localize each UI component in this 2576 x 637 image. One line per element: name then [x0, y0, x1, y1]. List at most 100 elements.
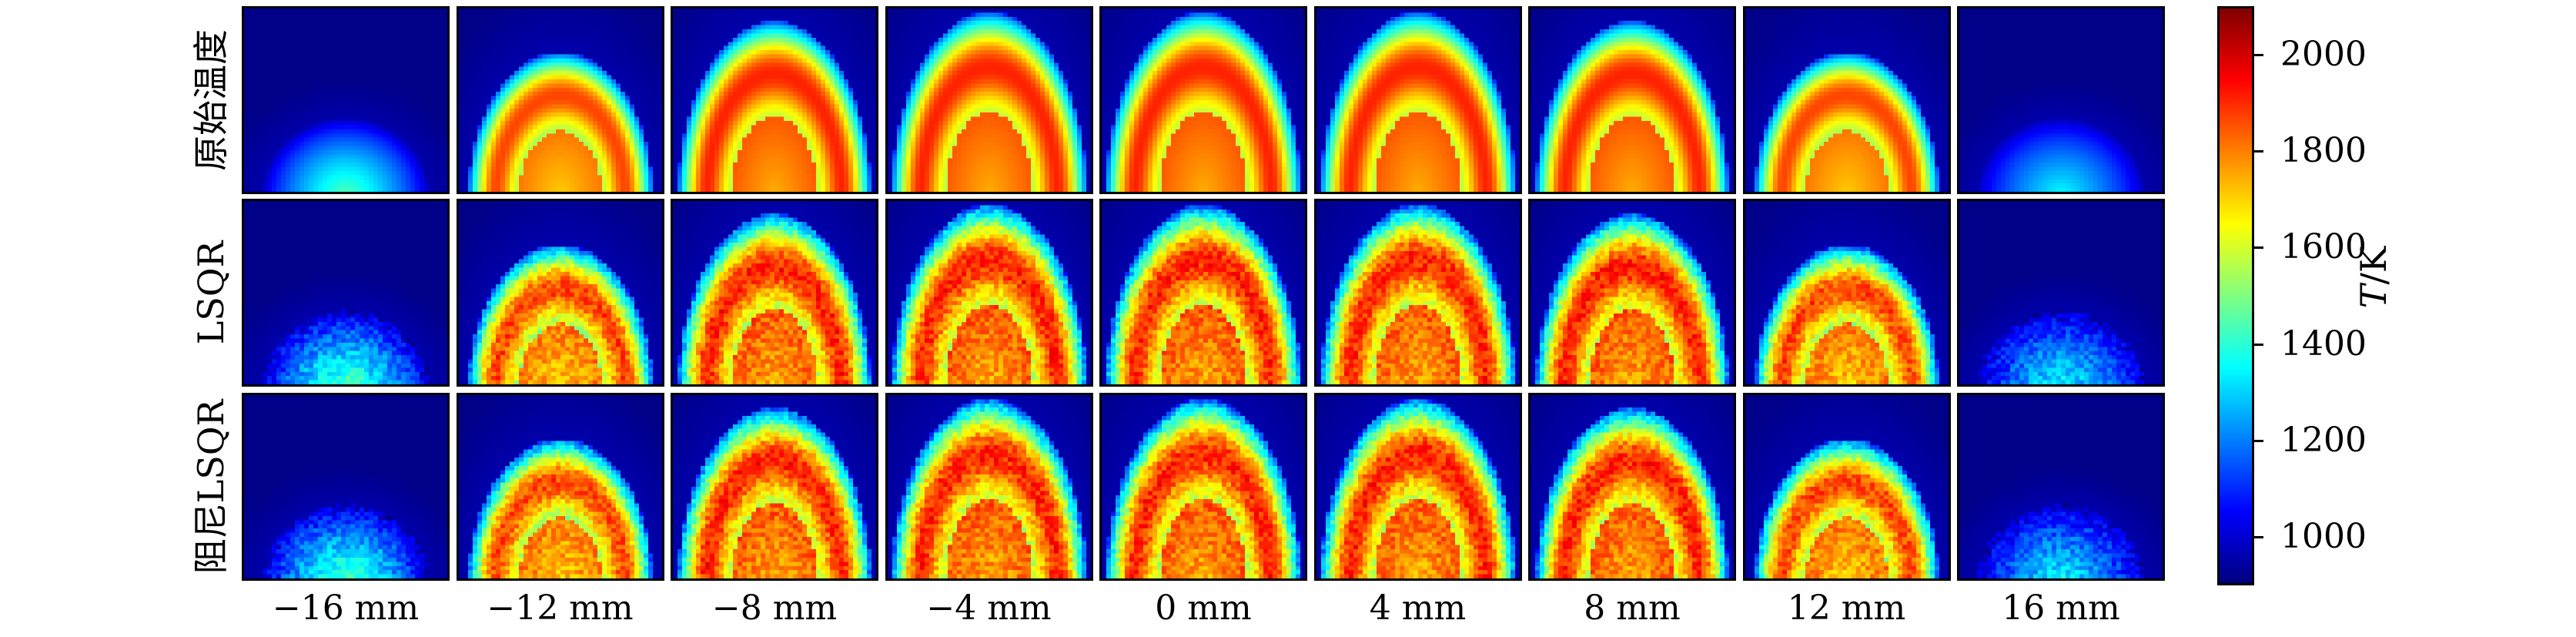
- heatmap-cell: [271, 146, 277, 151]
- heatmap-cell: [564, 96, 570, 101]
- heatmap-cell: [467, 96, 473, 101]
- heatmap-cell: [523, 170, 529, 176]
- heatmap-cell: [276, 104, 282, 109]
- heatmap-cell: [377, 121, 383, 126]
- heatmap-cell: [747, 37, 752, 42]
- heatmap-cell: [643, 166, 649, 172]
- heatmap-cell: [634, 121, 640, 126]
- heatmap-cell: [560, 25, 566, 30]
- heatmap-cell: [326, 29, 333, 35]
- heatmap-cell: [857, 71, 863, 76]
- heatmap-cell: [467, 37, 473, 42]
- heatmap-cell: [546, 25, 552, 30]
- heatmap-cell: [286, 187, 291, 192]
- heatmap-cell: [295, 87, 300, 92]
- heatmap-cell: [373, 183, 379, 189]
- heatmap-cell: [578, 62, 584, 68]
- heatmap-cell: [299, 29, 305, 35]
- heatmap-cell: [350, 163, 356, 168]
- heatmap-cell: [318, 58, 323, 63]
- heatmap-cell: [405, 100, 411, 105]
- heatmap-cell: [286, 116, 291, 122]
- heatmap-cell: [601, 116, 607, 122]
- heatmap-cell: [523, 25, 529, 30]
- heatmap-cell: [341, 12, 346, 18]
- heatmap-cell: [709, 112, 715, 118]
- heatmap-cell: [615, 121, 621, 126]
- heatmap-cell: [258, 25, 263, 30]
- heatmap-cell: [428, 12, 434, 18]
- heatmap-cell: [472, 112, 478, 118]
- heatmap-cell: [816, 79, 821, 84]
- heatmap-cell: [518, 163, 524, 168]
- heatmap-cell: [373, 96, 379, 101]
- heatmap-cell: [747, 100, 752, 105]
- heatmap-cell: [495, 29, 501, 35]
- heatmap-cell: [396, 158, 402, 163]
- heatmap-cell: [578, 54, 584, 59]
- heatmap-cell: [377, 87, 383, 92]
- heatmap-cell: [523, 116, 529, 122]
- heatmap-cell: [336, 83, 342, 89]
- heatmap-cell: [258, 129, 263, 134]
- heatmap-cell: [677, 108, 683, 113]
- heatmap-cell: [295, 154, 300, 159]
- heatmap-cell: [472, 54, 478, 59]
- heatmap-cell: [341, 154, 346, 159]
- heatmap-cell: [825, 37, 831, 42]
- heatmap-cell: [263, 12, 268, 18]
- heatmap-cell: [509, 12, 515, 18]
- heatmap-cell: [597, 163, 603, 168]
- heatmap-cell: [532, 83, 538, 89]
- heatmap-cell: [587, 170, 594, 176]
- heatmap-cell: [341, 37, 346, 42]
- heatmap-cell: [428, 158, 434, 163]
- heatmap-cell: [541, 179, 547, 184]
- heatmap-cell: [770, 79, 775, 84]
- heatmap-cell: [691, 75, 697, 80]
- heatmap-cell: [788, 100, 794, 105]
- heatmap-cell: [331, 187, 337, 192]
- heatmap-cell: [751, 83, 757, 89]
- heatmap-cell: [541, 25, 547, 30]
- heatmap-cell: [816, 21, 821, 26]
- heatmap-cell: [504, 108, 510, 113]
- heatmap-cell: [486, 175, 492, 180]
- heatmap-cell: [369, 8, 374, 13]
- heatmap-cell: [433, 158, 439, 163]
- heatmap-cell: [714, 100, 720, 105]
- heatmap-cell: [578, 179, 584, 184]
- heatmap-cell: [523, 104, 529, 109]
- heatmap-cell: [657, 137, 662, 142]
- heatmap-cell: [724, 45, 729, 51]
- heatmap-cell: [467, 170, 473, 176]
- heatmap-cell: [592, 87, 598, 92]
- heatmap-cell: [369, 183, 374, 189]
- heatmap-cell: [652, 142, 658, 147]
- heatmap-cell: [687, 29, 692, 35]
- heatmap-cell: [396, 163, 402, 168]
- heatmap-cell: [253, 163, 259, 168]
- heatmap-cell: [550, 42, 557, 47]
- heatmap-cell: [514, 154, 520, 159]
- heatmap-cell: [834, 92, 840, 97]
- heatmap-cell: [546, 12, 552, 18]
- heatmap-cell: [504, 62, 510, 68]
- heatmap-cell: [537, 62, 543, 68]
- heatmap-cell: [638, 54, 644, 59]
- heatmap-cell: [770, 16, 775, 22]
- heatmap-cell: [360, 54, 365, 59]
- heatmap-cell: [550, 163, 557, 168]
- heatmap-cell: [438, 158, 443, 163]
- heatmap-cell: [396, 50, 402, 55]
- heatmap-cell: [606, 179, 612, 184]
- heatmap-cell: [629, 75, 635, 80]
- heatmap-cell: [560, 163, 566, 168]
- heatmap-cell: [574, 129, 580, 134]
- heatmap-cell: [811, 83, 817, 89]
- heatmap-cell: [704, 37, 711, 42]
- heatmap-cell: [844, 62, 849, 68]
- heatmap-cell: [382, 146, 388, 151]
- heatmap-cell: [350, 33, 356, 39]
- heatmap-cell: [341, 42, 346, 47]
